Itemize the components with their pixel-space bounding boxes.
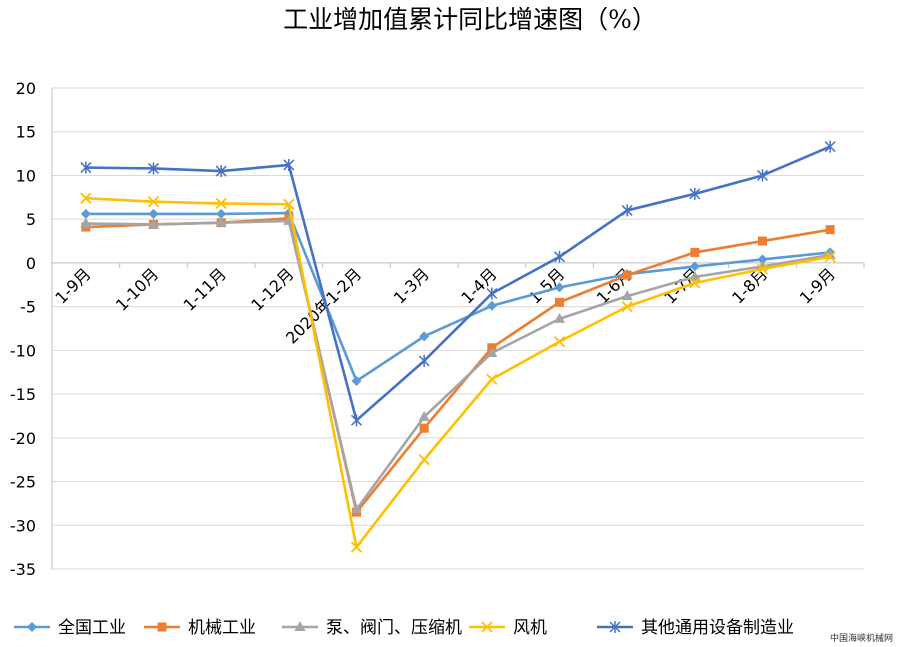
chart-title: 工业增加值累计同比增速图（%） — [283, 5, 657, 34]
data-point — [80, 192, 92, 204]
data-point — [689, 187, 701, 200]
data-point — [486, 300, 497, 311]
data-point — [758, 236, 767, 246]
data-point — [148, 218, 159, 229]
data-point — [757, 254, 768, 265]
series-line — [85, 219, 831, 511]
x-tick-label: 1-4月 — [457, 264, 500, 307]
legend: 全国工业 机械工业 泵、阀门、压缩机 风机 其他通用设备制造业 — [14, 618, 794, 638]
x-tick-label: 1-10月 — [112, 264, 162, 314]
y-tick-label: 15 — [16, 123, 36, 142]
y-tick-label: -30 — [10, 516, 36, 535]
y-tick-label: 5 — [26, 210, 36, 229]
data-point — [825, 225, 835, 235]
data-point — [481, 621, 493, 633]
data-point — [690, 247, 700, 257]
data-point — [294, 621, 306, 631]
data-point — [621, 204, 633, 217]
y-tick-label: -10 — [10, 341, 36, 360]
data-point — [80, 208, 91, 219]
legend-label: 风机 — [513, 618, 547, 638]
legend-item: 其他通用设备制造业 — [597, 618, 794, 638]
legend-item: 全国工业 — [14, 618, 126, 638]
series-4 — [80, 140, 836, 427]
series-3 — [80, 192, 836, 553]
data-point — [554, 312, 565, 323]
data-point — [351, 503, 362, 514]
data-point — [621, 300, 633, 313]
data-point — [756, 263, 769, 275]
data-point — [418, 410, 430, 421]
legend-item: 泵、阀门、压缩机 — [282, 618, 462, 638]
y-tick-label: -35 — [10, 560, 36, 579]
data-point — [486, 287, 498, 300]
y-tick-label: 0 — [26, 254, 36, 273]
data-point — [216, 208, 227, 219]
data-point — [756, 169, 769, 182]
data-point — [555, 297, 564, 307]
data-point — [80, 217, 92, 228]
watermark-text: 中国海峡机械网 — [830, 632, 893, 644]
x-tick-label: 1-11月 — [180, 264, 230, 314]
data-point — [147, 196, 160, 208]
series-1 — [81, 213, 835, 517]
data-point — [824, 140, 836, 153]
data-point — [80, 161, 92, 174]
x-tick-label: 1-12月 — [247, 264, 297, 314]
data-point — [283, 198, 295, 210]
data-point — [621, 290, 633, 301]
data-point — [148, 208, 159, 219]
y-tick-label: -5 — [20, 298, 36, 317]
data-point — [351, 375, 362, 386]
data-point — [215, 216, 227, 227]
y-tick-label: -15 — [10, 385, 36, 404]
data-point — [419, 331, 430, 342]
y-tick-label: 10 — [16, 166, 36, 185]
data-point — [609, 621, 621, 633]
data-point — [689, 277, 701, 289]
series-line — [85, 217, 831, 514]
data-point — [215, 197, 227, 210]
data-point — [486, 346, 498, 357]
x-tick-label: 1-9月 — [796, 264, 839, 307]
data-point — [553, 250, 566, 263]
gridlines — [52, 87, 864, 570]
data-point — [554, 282, 565, 293]
x-tick-label: 1-3月 — [390, 264, 433, 307]
y-tick-label: -20 — [10, 429, 36, 448]
data-point — [419, 423, 429, 433]
legend-item: 机械工业 — [144, 618, 256, 638]
data-point — [824, 251, 836, 263]
data-point — [157, 622, 167, 632]
legend-label: 泵、阀门、压缩机 — [326, 618, 462, 638]
legend-item: 风机 — [469, 618, 547, 638]
data-point — [283, 158, 295, 171]
series-group — [80, 140, 836, 553]
series-2 — [80, 214, 836, 514]
data-point — [622, 270, 632, 280]
data-point — [418, 354, 430, 367]
series-line — [85, 211, 831, 383]
data-point — [350, 541, 363, 553]
legend-label: 其他通用设备制造业 — [641, 618, 794, 638]
series-line — [85, 145, 831, 422]
data-point — [486, 373, 498, 385]
data-point — [27, 622, 37, 632]
series-line — [85, 196, 831, 549]
data-point — [689, 261, 700, 272]
data-point — [147, 162, 160, 175]
data-point — [215, 165, 227, 178]
data-point — [553, 335, 566, 348]
x-tick-label: 1-9月 — [51, 264, 94, 307]
legend-label: 全国工业 — [58, 618, 126, 638]
legend-label: 机械工业 — [188, 618, 256, 638]
y-tick-label: 20 — [16, 79, 36, 98]
data-point — [350, 414, 363, 427]
y-tick-label: -25 — [10, 473, 36, 492]
y-axis: 20 15 10 5 0 -5 -10 -15 -20 -25 -30 -35 — [10, 79, 53, 579]
data-point — [418, 454, 430, 466]
data-point — [689, 270, 701, 281]
